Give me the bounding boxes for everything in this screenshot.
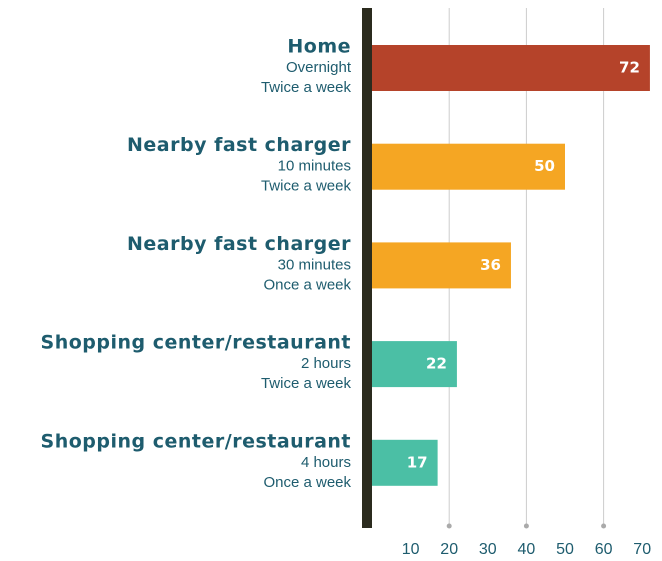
frequency-label: Once a week <box>263 276 351 293</box>
grid-dot <box>523 523 529 529</box>
x-tick-label: 30 <box>479 541 497 558</box>
grid-dot <box>446 523 452 529</box>
axis-bar <box>362 8 372 528</box>
value-label: 50 <box>534 157 555 175</box>
frequency-label: Twice a week <box>261 375 352 392</box>
category-label: Shopping center/restaurant <box>41 430 351 452</box>
x-tick-label: 70 <box>633 541 651 558</box>
duration-label: 10 minutes <box>278 158 351 175</box>
frequency-label: Once a week <box>263 474 351 491</box>
x-tick-label: 60 <box>595 541 613 558</box>
category-label: Home <box>287 36 351 58</box>
frequency-label: Twice a week <box>261 178 352 195</box>
value-label: 22 <box>426 355 447 373</box>
x-tick-label: 10 <box>402 541 420 558</box>
category-label: Shopping center/restaurant <box>41 332 351 354</box>
category-label: Nearby fast charger <box>127 233 351 255</box>
bar <box>372 341 457 388</box>
bar <box>372 439 438 486</box>
bar <box>372 242 511 289</box>
x-tick-label: 50 <box>556 541 574 558</box>
value-label: 72 <box>619 59 640 77</box>
duration-label: 2 hours <box>301 355 351 372</box>
bar <box>372 143 565 190</box>
value-label: 17 <box>407 453 428 471</box>
frequency-label: Twice a week <box>261 79 352 96</box>
duration-label: 30 minutes <box>278 256 351 273</box>
value-label: 36 <box>480 256 501 274</box>
bar <box>372 45 650 91</box>
duration-label: 4 hours <box>301 454 351 471</box>
x-tick-label: 20 <box>440 541 458 558</box>
x-tick-label: 40 <box>518 541 536 558</box>
grid-dot <box>601 523 607 529</box>
duration-label: Overnight <box>286 59 352 76</box>
category-label: Nearby fast charger <box>127 134 351 156</box>
